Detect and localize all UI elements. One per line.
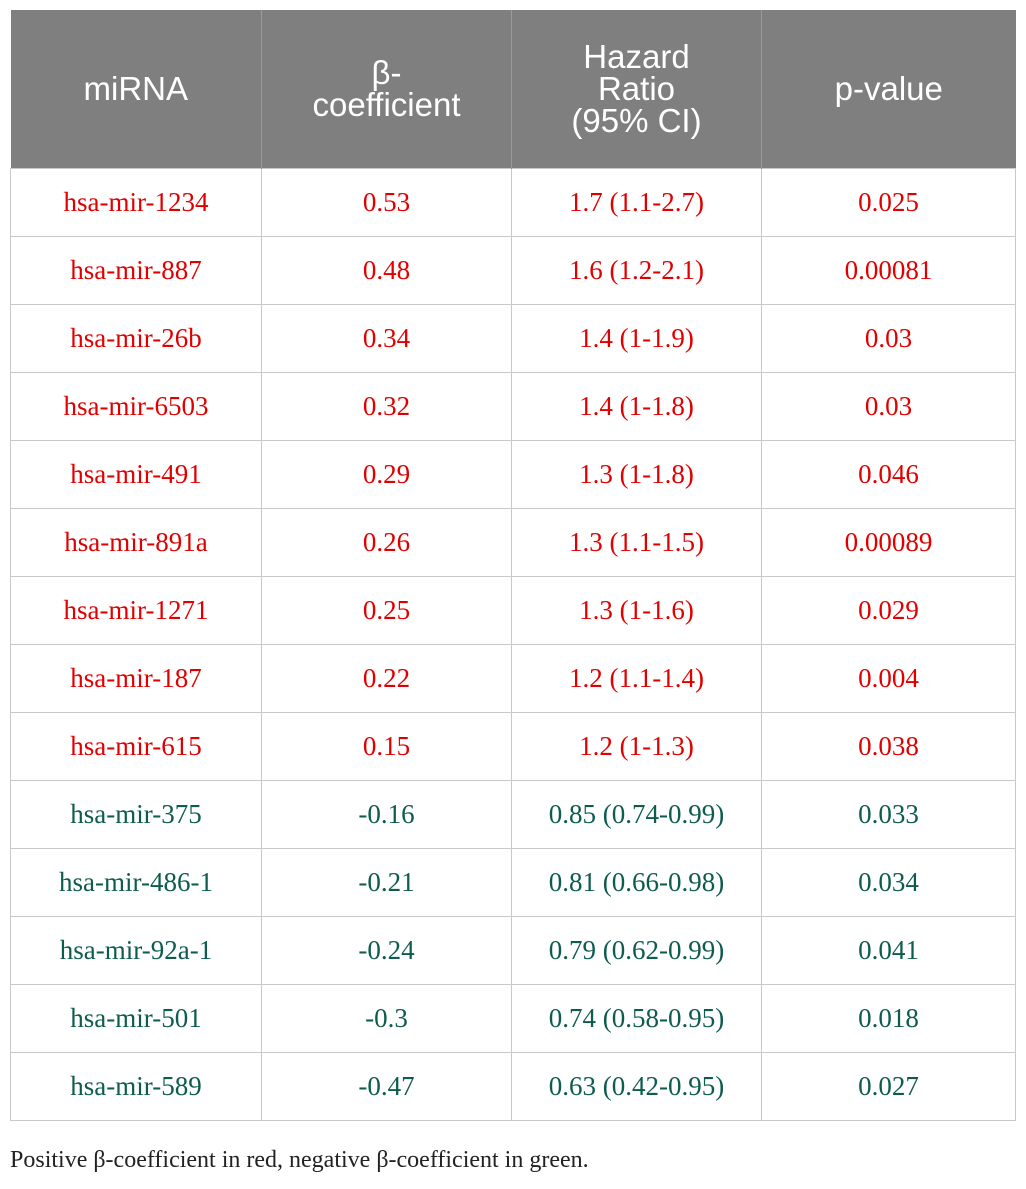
cell-mirna: hsa-mir-891a [10, 508, 262, 577]
cell-beta: 0.48 [261, 236, 512, 305]
table-body: hsa-mir-1234 0.53 1.7 (1.1-2.7) 0.025 hsa-mi… [10, 168, 1016, 1121]
cell-beta: 0.32 [261, 372, 512, 441]
cell-mirna: hsa-mir-501 [10, 984, 262, 1053]
cell-hazard-ratio: 0.79 (0.62-0.99) [511, 916, 762, 985]
table-row: hsa-mir-887 0.48 1.6 (1.2-2.1) 0.00081 [10, 236, 1016, 305]
header-line: p-value [834, 70, 943, 107]
cell-mirna: hsa-mir-6503 [10, 372, 262, 441]
header-hazard-ratio: Hazard Ratio (95% CI) [511, 10, 762, 169]
cell-hazard-ratio: 1.7 (1.1-2.7) [511, 168, 762, 237]
header-line: Hazard [583, 38, 690, 75]
results-table-container: miRNA β-coefficient Hazard Ratio (95% CI) p-v… [10, 10, 1016, 1121]
table-row: hsa-mir-6503 0.32 1.4 (1-1.8) 0.03 [10, 372, 1016, 441]
cell-beta: -0.21 [261, 848, 512, 917]
table-row: hsa-mir-187 0.22 1.2 (1.1-1.4) 0.004 [10, 644, 1016, 713]
cell-hazard-ratio: 0.63 (0.42-0.95) [511, 1052, 762, 1121]
cell-hazard-ratio: 0.81 (0.66-0.98) [511, 848, 762, 917]
cell-mirna: hsa-mir-92a-1 [10, 916, 262, 985]
cell-p-value: 0.00081 [761, 236, 1016, 305]
cell-mirna: hsa-mir-375 [10, 780, 262, 849]
cell-mirna: hsa-mir-26b [10, 304, 262, 373]
cell-p-value: 0.034 [761, 848, 1016, 917]
cell-beta: -0.3 [261, 984, 512, 1053]
cell-hazard-ratio: 1.4 (1-1.8) [511, 372, 762, 441]
cell-hazard-ratio: 1.6 (1.2-2.1) [511, 236, 762, 305]
mirna-hazard-table: miRNA β-coefficient Hazard Ratio (95% CI) p-v… [10, 10, 1016, 1121]
cell-p-value: 0.027 [761, 1052, 1016, 1121]
cell-beta: 0.15 [261, 712, 512, 781]
cell-mirna: hsa-mir-187 [10, 644, 262, 713]
header-line: miRNA [83, 70, 189, 107]
header-beta-coefficient: β-coefficient [261, 10, 512, 169]
cell-p-value: 0.025 [761, 168, 1016, 237]
table-row: hsa-mir-1271 0.25 1.3 (1-1.6) 0.029 [10, 576, 1016, 645]
cell-beta: 0.53 [261, 168, 512, 237]
cell-mirna: hsa-mir-1271 [10, 576, 262, 645]
cell-beta: -0.24 [261, 916, 512, 985]
cell-beta: 0.34 [261, 304, 512, 373]
table-row: hsa-mir-589 -0.47 0.63 (0.42-0.95) 0.027 [10, 1052, 1016, 1121]
table-row: hsa-mir-891a 0.26 1.3 (1.1-1.5) 0.00089 [10, 508, 1016, 577]
cell-p-value: 0.018 [761, 984, 1016, 1053]
table-row: hsa-mir-491 0.29 1.3 (1-1.8) 0.046 [10, 440, 1016, 509]
cell-beta: -0.16 [261, 780, 512, 849]
header-line: (95% CI) [571, 102, 702, 139]
table-footnote: Positive β-coefficient in red, negative … [10, 1147, 589, 1173]
table-row: hsa-mir-26b 0.34 1.4 (1-1.9) 0.03 [10, 304, 1016, 373]
cell-hazard-ratio: 1.3 (1-1.8) [511, 440, 762, 509]
table-row: hsa-mir-375 -0.16 0.85 (0.74-0.99) 0.033 [10, 780, 1016, 849]
cell-beta: 0.22 [261, 644, 512, 713]
cell-hazard-ratio: 0.74 (0.58-0.95) [511, 984, 762, 1053]
table-header: miRNA β-coefficient Hazard Ratio (95% CI) p-v… [10, 10, 1016, 169]
cell-mirna: hsa-mir-1234 [10, 168, 262, 237]
cell-p-value: 0.038 [761, 712, 1016, 781]
header-p-value: p-value [761, 10, 1016, 169]
cell-mirna: hsa-mir-589 [10, 1052, 262, 1121]
table-row: hsa-mir-486-1 -0.21 0.81 (0.66-0.98) 0.034 [10, 848, 1016, 917]
cell-p-value: 0.041 [761, 916, 1016, 985]
cell-p-value: 0.046 [761, 440, 1016, 509]
cell-p-value: 0.029 [761, 576, 1016, 645]
cell-beta: -0.47 [261, 1052, 512, 1121]
cell-hazard-ratio: 1.2 (1-1.3) [511, 712, 762, 781]
table-row: hsa-mir-615 0.15 1.2 (1-1.3) 0.038 [10, 712, 1016, 781]
cell-p-value: 0.03 [761, 372, 1016, 441]
cell-mirna: hsa-mir-615 [10, 712, 262, 781]
table-row: hsa-mir-92a-1 -0.24 0.79 (0.62-0.99) 0.041 [10, 916, 1016, 985]
cell-beta: 0.25 [261, 576, 512, 645]
cell-hazard-ratio: 1.2 (1.1-1.4) [511, 644, 762, 713]
cell-mirna: hsa-mir-486-1 [10, 848, 262, 917]
table-row: hsa-mir-1234 0.53 1.7 (1.1-2.7) 0.025 [10, 168, 1016, 237]
cell-beta: 0.29 [261, 440, 512, 509]
cell-p-value: 0.033 [761, 780, 1016, 849]
header-mirna: miRNA [10, 10, 262, 169]
cell-hazard-ratio: 1.4 (1-1.9) [511, 304, 762, 373]
header-line: β- [371, 54, 402, 91]
cell-hazard-ratio: 0.85 (0.74-0.99) [511, 780, 762, 849]
cell-p-value: 0.00089 [761, 508, 1016, 577]
cell-mirna: hsa-mir-491 [10, 440, 262, 509]
cell-p-value: 0.03 [761, 304, 1016, 373]
table-row: hsa-mir-501 -0.3 0.74 (0.58-0.95) 0.018 [10, 984, 1016, 1053]
header-line: Ratio [597, 70, 676, 107]
cell-hazard-ratio: 1.3 (1.1-1.5) [511, 508, 762, 577]
cell-p-value: 0.004 [761, 644, 1016, 713]
header-line: coefficient [312, 86, 461, 123]
cell-mirna: hsa-mir-887 [10, 236, 262, 305]
cell-hazard-ratio: 1.3 (1-1.6) [511, 576, 762, 645]
cell-beta: 0.26 [261, 508, 512, 577]
header-row: miRNA β-coefficient Hazard Ratio (95% CI) p-v… [10, 10, 1016, 169]
